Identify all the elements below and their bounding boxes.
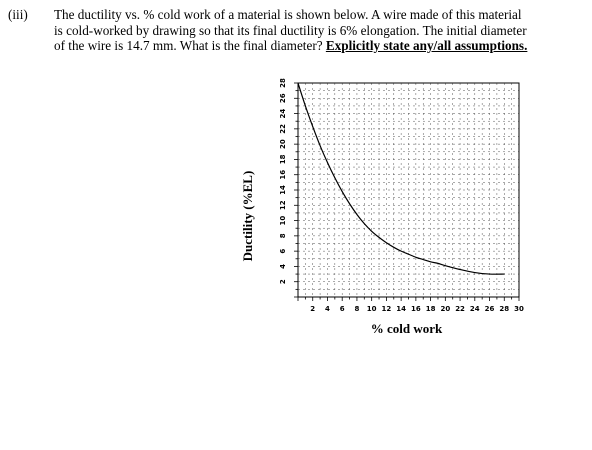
x-tick-label: 16 [411, 305, 421, 313]
x-axis-title: % cold work [371, 321, 443, 336]
x-tick-label: 6 [340, 305, 345, 313]
y-axis-title: Ductility (%EL) [240, 171, 255, 262]
y-tick-label: 22 [279, 124, 287, 134]
x-tick-label: 14 [396, 305, 406, 313]
y-tick-label: 16 [279, 170, 287, 180]
y-tick-label: 10 [279, 216, 287, 226]
question-line-2: is cold-worked by drawing so that its fi… [54, 22, 527, 38]
question-number: (iii) [8, 7, 28, 22]
x-tick-label: 8 [354, 305, 359, 313]
y-tick-label: 24 [279, 109, 287, 119]
question-text: The ductility vs. % cold work of a mater… [54, 7, 586, 54]
y-tick-label: 20 [279, 139, 287, 149]
x-tick-label: 26 [485, 305, 495, 313]
y-tick-label: 18 [279, 154, 287, 164]
question-line-3: of the wire is 14.7 mm. What is the fina… [54, 38, 586, 54]
y-tick-label: 4 [279, 264, 287, 269]
x-tick-label: 4 [325, 305, 330, 313]
x-tick-label: 30 [514, 305, 524, 313]
y-tick-label: 6 [279, 249, 287, 254]
x-tick-label: 20 [440, 305, 450, 313]
x-tick-label: 22 [455, 305, 465, 313]
y-tick-label: 28 [279, 78, 287, 88]
ductility-curve [297, 82, 505, 275]
question-line-3-text: of the wire is 14.7 mm. What is the fina… [54, 38, 323, 53]
x-tick-label: 18 [426, 305, 436, 313]
question-line-1: The ductility vs. % cold work of a mater… [54, 7, 522, 22]
x-tick-label: 28 [499, 305, 509, 313]
x-tick-label: 2 [310, 305, 315, 313]
x-tick-label: 10 [367, 305, 377, 313]
y-tick-label: 2 [279, 279, 287, 284]
y-tick-label: 8 [279, 233, 287, 238]
y-tick-label: 12 [279, 200, 287, 210]
x-tick-label: 12 [382, 305, 392, 313]
x-tick-label: 24 [470, 305, 480, 313]
y-tick-label: 14 [279, 185, 287, 195]
y-tick-label: 26 [279, 93, 287, 103]
assumptions-instruction: Explicitly state any/all assumptions. [325, 38, 528, 53]
